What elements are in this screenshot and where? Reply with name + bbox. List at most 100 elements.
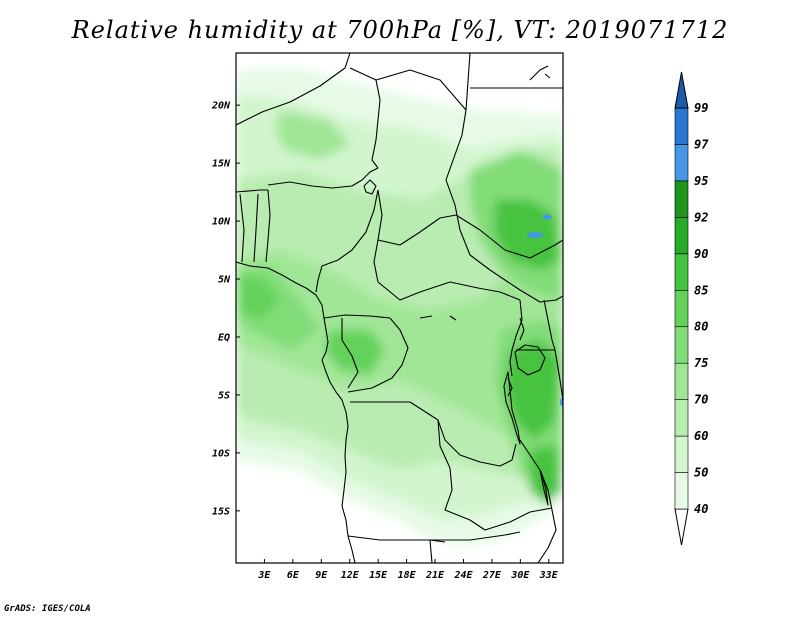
humidity-spot-95c bbox=[560, 398, 563, 406]
humidity-field bbox=[236, 53, 563, 563]
border-southsudan-ethiopia bbox=[489, 269, 563, 303]
colorbar-box bbox=[674, 289, 689, 328]
border-gabon-congo bbox=[341, 318, 359, 389]
colorbar-label: 40 bbox=[694, 502, 708, 516]
colorbar-above-triangle bbox=[674, 71, 689, 109]
colorbar-label: 75 bbox=[694, 356, 708, 370]
colorbar-label: 97 bbox=[694, 137, 709, 151]
colorbar-box bbox=[674, 144, 689, 182]
lat-tick-label: 15S bbox=[212, 506, 230, 517]
border-car-drc bbox=[377, 281, 521, 301]
colorbar-box bbox=[674, 107, 689, 145]
lake-tanganyika bbox=[503, 371, 521, 445]
humidity-region-80b bbox=[325, 330, 385, 375]
colorbar-label: 90 bbox=[694, 247, 708, 261]
lat-tick-label: 10S bbox=[212, 448, 230, 459]
map-frame bbox=[235, 52, 564, 564]
border-zambia-zimbabwe bbox=[484, 507, 553, 531]
river-congo-segment bbox=[419, 315, 457, 321]
border-niger-nigeria bbox=[267, 167, 379, 189]
humidity-region-70b bbox=[275, 110, 350, 160]
border-chad-car bbox=[377, 214, 457, 246]
border-nigeria-benin bbox=[265, 189, 271, 263]
border-angola-zambia bbox=[444, 467, 486, 531]
colorbar-box bbox=[674, 362, 689, 400]
border-sudan-southsudan bbox=[455, 214, 563, 259]
lon-tick-label: 6E bbox=[287, 570, 300, 581]
lake-albert bbox=[519, 317, 525, 341]
lake-kivu bbox=[507, 377, 513, 397]
lat-tick-label: 5N bbox=[218, 275, 231, 286]
humidity-spot-95b bbox=[542, 214, 552, 220]
border-burkina bbox=[236, 189, 268, 193]
colorbar-box bbox=[674, 180, 689, 218]
colorbar-label: 92 bbox=[694, 210, 708, 224]
lon-tick-label: 24E bbox=[453, 570, 473, 581]
lat-tick-label: 20N bbox=[211, 101, 231, 112]
lat-tick-label: EQ bbox=[218, 332, 230, 343]
humidity-region-80 bbox=[240, 275, 280, 320]
border-cameroon-gabon bbox=[323, 314, 391, 319]
border-botswana bbox=[429, 539, 433, 563]
colorbar-box bbox=[674, 472, 689, 510]
red-sea-coast bbox=[529, 65, 551, 81]
border-ghana bbox=[239, 193, 245, 263]
border-chad-sudan bbox=[445, 109, 491, 271]
lon-tick-label: 18E bbox=[398, 570, 417, 581]
humidity-spot-95 bbox=[527, 232, 543, 238]
colorbar-below-triangle bbox=[674, 508, 689, 546]
lake-victoria bbox=[514, 344, 546, 376]
humidity-region-70 bbox=[236, 190, 563, 450]
lon-tick-label: 27E bbox=[482, 570, 502, 581]
lat-tick-label: 10N bbox=[212, 217, 231, 228]
lat-tick-label: 15N bbox=[212, 159, 231, 170]
colorbar-box bbox=[674, 399, 689, 437]
border-uganda-kenya bbox=[543, 299, 556, 351]
colorbar-label: 60 bbox=[694, 429, 708, 443]
border-car-south bbox=[373, 239, 379, 283]
colorbar-label: 99 bbox=[694, 101, 708, 115]
border-nigeria-cameroon bbox=[315, 189, 379, 293]
colorbar-label: 85 bbox=[694, 283, 708, 297]
border-angola-namibia bbox=[347, 535, 446, 543]
border-congo-drc bbox=[347, 317, 409, 393]
border-angola-drc bbox=[350, 401, 451, 469]
colorbar-box bbox=[674, 435, 689, 473]
lake-chad bbox=[363, 179, 377, 195]
border-tanzania-east bbox=[554, 349, 563, 401]
colorbar-box bbox=[674, 253, 689, 291]
lon-tick-label: 33E bbox=[539, 570, 559, 581]
lon-tick-label: 3E bbox=[257, 570, 271, 581]
lon-tick-label: 12E bbox=[341, 570, 360, 581]
coastline-west bbox=[236, 261, 356, 563]
lon-tick-label: 15E bbox=[369, 570, 388, 581]
colorbar-label: 95 bbox=[694, 174, 708, 188]
humidity-region-85b bbox=[505, 340, 560, 440]
border-namibia-zambia bbox=[430, 531, 521, 541]
colorbar-box bbox=[674, 217, 689, 255]
colorbar-label: 70 bbox=[694, 393, 708, 407]
lat-tick-label: 5S bbox=[218, 390, 230, 401]
border-drc-uganda bbox=[509, 299, 523, 377]
latitude-axis: 20N 15N 10N 5N EQ 5S 10S 15S bbox=[211, 101, 240, 517]
lon-tick-label: 30E bbox=[510, 570, 530, 581]
lon-tick-label: 21E bbox=[425, 570, 445, 581]
border-algeria-niger bbox=[236, 53, 351, 126]
lon-tick-label: 9E bbox=[315, 570, 328, 581]
grads-credit: GrADS: IGES/COLA bbox=[4, 604, 91, 614]
colorbar-label: 80 bbox=[694, 320, 708, 334]
border-chad-cameroon bbox=[377, 189, 383, 241]
border-mozambique bbox=[537, 509, 557, 563]
border-drc-zambia bbox=[437, 419, 517, 467]
border-benin-togo bbox=[253, 193, 259, 263]
colorbar-box bbox=[674, 326, 689, 364]
humidity-region-85c bbox=[530, 445, 562, 505]
border-libya-chad bbox=[375, 53, 471, 111]
longitude-axis: 3E 6E 9E 12E 15E 18E 21E 24E 27E 30E 33E bbox=[257, 559, 559, 581]
colorbar: 40 50 60 70 75 80 85 90 92 95 97 99 bbox=[674, 71, 709, 546]
coastlines-borders bbox=[236, 53, 563, 563]
map-title: Relative humidity at 700hPa [%], VT: 201… bbox=[71, 16, 729, 44]
lake-malawi bbox=[539, 469, 549, 506]
colorbar-label: 50 bbox=[694, 466, 708, 480]
